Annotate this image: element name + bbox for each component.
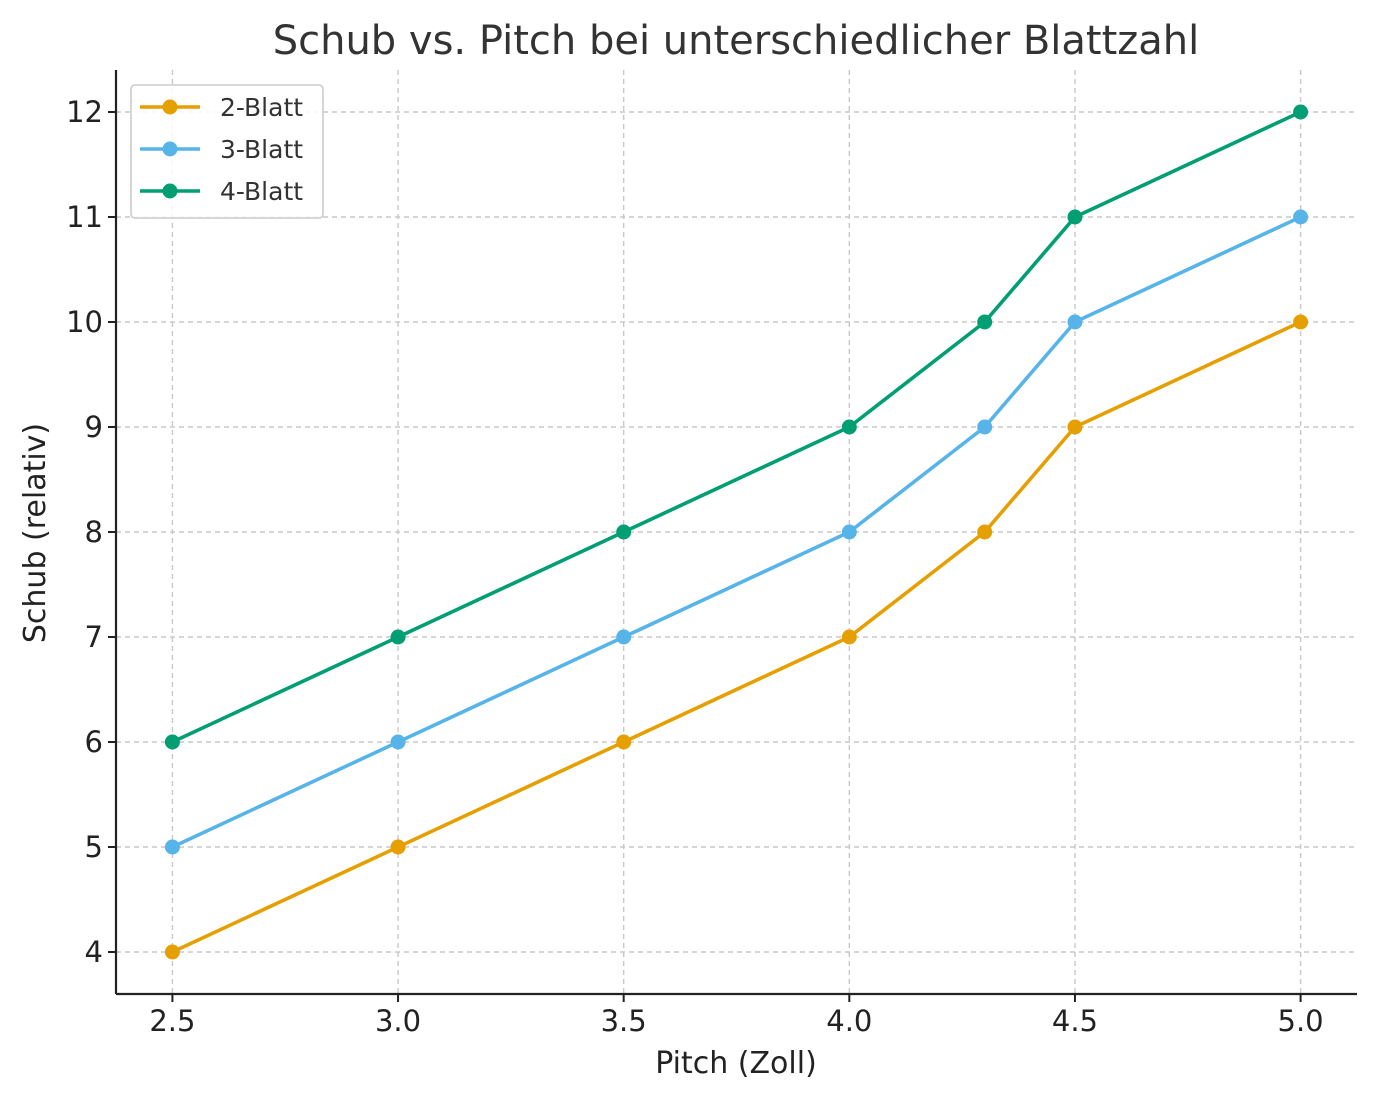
data-point xyxy=(616,734,632,750)
data-point xyxy=(1293,209,1309,225)
data-point xyxy=(841,524,857,540)
series-4-Blatt xyxy=(164,104,1309,750)
x-tick-label: 4.0 xyxy=(826,1004,872,1038)
legend-label: 4-Blatt xyxy=(220,177,303,206)
legend-marker xyxy=(162,99,178,115)
y-tick-label: 4 xyxy=(85,935,103,969)
y-tick-label: 10 xyxy=(66,305,103,339)
x-axis-label: Pitch (Zoll) xyxy=(655,1046,817,1081)
y-tick-label: 7 xyxy=(85,620,103,654)
tick-labels: 2.5 3.0 3.5 4.0 4.5 5.0 4 5 6 7 8 9 10 11 12 xyxy=(66,95,1324,1038)
data-point xyxy=(977,314,993,330)
series-2-Blatt xyxy=(164,314,1309,960)
data-point xyxy=(977,524,993,540)
legend-box xyxy=(130,84,324,219)
x-tick-label: 4.5 xyxy=(1052,1004,1098,1038)
y-tick-label: 8 xyxy=(85,515,103,549)
y-tick-label: 11 xyxy=(66,200,103,234)
data-point xyxy=(841,629,857,645)
x-tick-label: 5.0 xyxy=(1278,1004,1324,1038)
data-point xyxy=(390,839,406,855)
data-point xyxy=(1293,104,1309,120)
data-point xyxy=(616,524,632,540)
data-point xyxy=(164,944,180,960)
legend-label: 3-Blatt xyxy=(220,135,303,164)
data-point xyxy=(977,419,993,435)
data-point xyxy=(1067,419,1083,435)
axes xyxy=(108,70,1357,1002)
x-tick-label: 3.5 xyxy=(601,1004,647,1038)
data-point xyxy=(1067,314,1083,330)
series-3-Blatt xyxy=(164,209,1309,855)
data-point xyxy=(616,629,632,645)
data-point xyxy=(164,839,180,855)
x-tick-label: 3.0 xyxy=(375,1004,421,1038)
data-point xyxy=(841,419,857,435)
y-tick-label: 6 xyxy=(85,725,103,759)
legend-marker xyxy=(162,141,178,157)
y-tick-label: 9 xyxy=(85,410,103,444)
x-tick-label: 2.5 xyxy=(149,1004,195,1038)
y-axis-label: Schub (relativ) xyxy=(18,423,53,643)
data-point xyxy=(1293,314,1309,330)
y-tick-label: 5 xyxy=(85,830,103,864)
legend-label: 2-Blatt xyxy=(220,93,303,122)
legend-marker xyxy=(162,183,178,199)
data-point xyxy=(1067,209,1083,225)
data-point xyxy=(390,734,406,750)
chart-title: Schub vs. Pitch bei unterschiedlicher Bl… xyxy=(273,18,1200,64)
series-layer xyxy=(164,104,1309,960)
data-point xyxy=(164,734,180,750)
y-tick-label: 12 xyxy=(66,95,103,129)
legend: 2-Blatt 3-Blatt 4-Blatt xyxy=(130,84,324,219)
data-point xyxy=(390,629,406,645)
